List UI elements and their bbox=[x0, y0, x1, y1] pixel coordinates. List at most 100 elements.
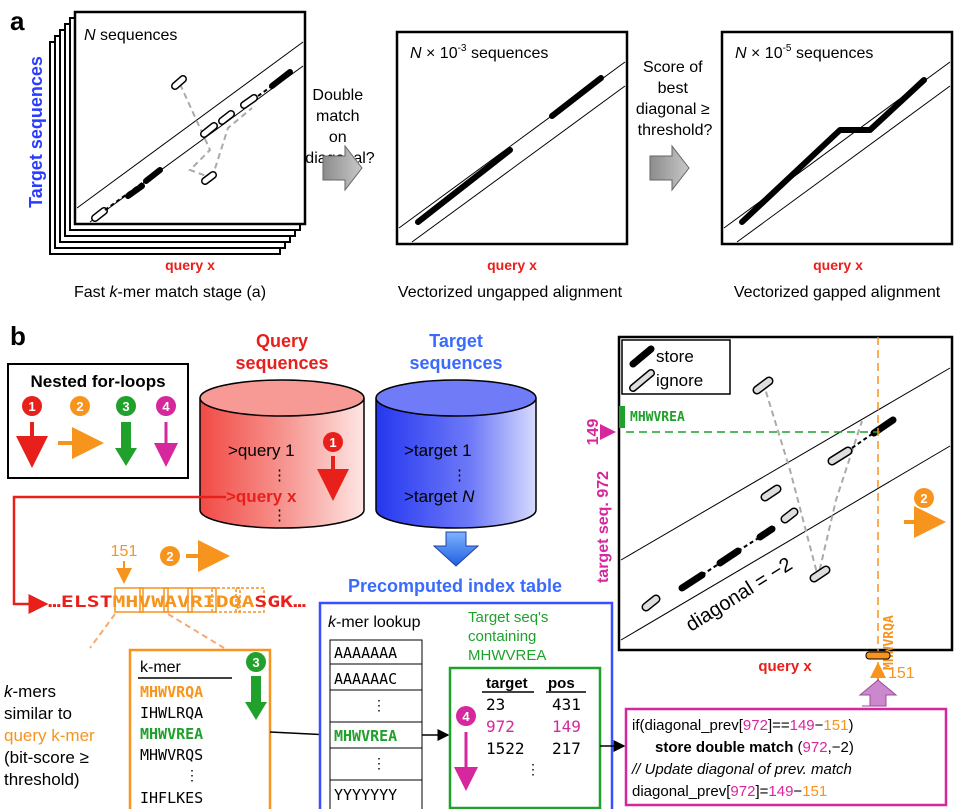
target-database: Target sequences >target 1 ⋮ >target N bbox=[375, 331, 537, 529]
stage2-axis-label: query x bbox=[487, 257, 537, 273]
nested-loops-box: Nested for-loops 1 2 3 4 bbox=[7, 363, 189, 479]
code-segment: diagonal_prev[ bbox=[632, 783, 731, 800]
kmer-lookup-label: k-mer lookup bbox=[328, 614, 421, 631]
legend-store-icon bbox=[629, 345, 655, 368]
x-axis-label: query x bbox=[758, 658, 812, 675]
kmer-item-2: IHWLRQA bbox=[140, 704, 203, 722]
table-row-1-pos: 431 bbox=[552, 695, 581, 714]
code-segment: 972 bbox=[743, 717, 768, 734]
y-axis-label: target seq. 972 bbox=[595, 471, 612, 583]
lookup-row-1: AAAAAAA bbox=[334, 644, 397, 662]
stage1-axis-label: query x bbox=[165, 257, 215, 273]
stage1-count: N sequences bbox=[84, 27, 177, 44]
code-segment: 149 bbox=[790, 717, 815, 734]
similar-kmers-note: k-mers similar to query k-mer (bit-score… bbox=[4, 682, 99, 789]
code-segment: 149 bbox=[768, 783, 793, 800]
arrow2-question: Score of best diagonal ≥ threshold? bbox=[636, 59, 714, 139]
table-row-2-pos: 149 bbox=[552, 717, 581, 736]
kmer-item-6: IHFLKES bbox=[140, 789, 203, 807]
kmer-item-4: MHWVRQS bbox=[140, 746, 203, 764]
stage3-count: N × 10-5 sequences bbox=[735, 43, 873, 62]
lookup-row-2: AAAAAAC bbox=[334, 670, 397, 688]
code-segment: // Update diagonal of prev. match bbox=[631, 761, 852, 778]
code-box: if(diagonal_prev[972]==149−151) store do… bbox=[624, 707, 948, 807]
orange-kmer-label: MHWVRQA bbox=[882, 615, 897, 670]
query-db-title: Query sequences bbox=[235, 331, 328, 373]
table-row-2-target: 972 bbox=[486, 717, 515, 736]
query-database: Query sequences >query 1 ⋮ >query x ⋮ 1 bbox=[199, 331, 365, 529]
index-down-arrow-icon bbox=[432, 531, 480, 567]
query-dots-2: ⋮ bbox=[272, 507, 287, 524]
containing-label: Target seq's containing MHWVREA bbox=[468, 609, 553, 664]
code-segment: ) bbox=[848, 717, 853, 734]
loop-badge-3: 3 bbox=[122, 399, 129, 414]
index-table: Precomputed index table k-mer lookup AAA… bbox=[318, 576, 614, 809]
table-row-3-target: 1522 bbox=[486, 739, 525, 758]
code-line-4: diagonal_prev[972]=149−151 bbox=[632, 783, 827, 800]
panel-b-label: b bbox=[10, 321, 26, 351]
loop-badge-4: 4 bbox=[162, 399, 170, 414]
code-segment: ]== bbox=[768, 717, 790, 734]
code-line-3: // Update diagonal of prev. match bbox=[631, 761, 852, 778]
query-seq-text: …ELST MHVWAVRIDQA SGK… bbox=[48, 592, 306, 611]
lookup-row-match: MHWVREA bbox=[334, 727, 397, 745]
kmer-loop-arrow-icon bbox=[245, 676, 267, 720]
x-position-label: 151 bbox=[888, 665, 915, 682]
kmer-window-boxes bbox=[114, 587, 265, 613]
code-segment: ]= bbox=[755, 783, 768, 800]
stage1-dotplot: N sequences bbox=[73, 10, 307, 226]
table-row-3-pos: 217 bbox=[552, 739, 581, 758]
table-dots: ⋮ bbox=[526, 761, 540, 777]
query-dots-1: ⋮ bbox=[272, 467, 287, 484]
query-to-seq-connector bbox=[12, 495, 226, 614]
y-position-label: 149 bbox=[585, 419, 602, 446]
code-up-arrow-icon bbox=[858, 679, 898, 707]
loop3-arrow-icon bbox=[115, 422, 137, 466]
legend-ignore-label: ignore bbox=[656, 371, 703, 390]
nested-loops-title: Nested for-loops bbox=[30, 372, 165, 391]
code-segment: − bbox=[793, 783, 802, 800]
dotplot-badge-2: 2 bbox=[920, 491, 927, 506]
panel-a-label: a bbox=[10, 6, 25, 36]
stage3-caption: Vectorized gapped alignment bbox=[734, 284, 941, 301]
loop-badge-1: 1 bbox=[28, 399, 35, 414]
target-db-title: Target sequences bbox=[409, 331, 502, 373]
code-line-2: store double match (972,−2) bbox=[655, 739, 854, 756]
stage2-caption: Vectorized ungapped alignment bbox=[398, 284, 623, 301]
table-row-1-target: 23 bbox=[486, 695, 505, 714]
code-segment: if(diagonal_prev[ bbox=[632, 717, 744, 734]
kmer-item-3: MHWVREA bbox=[140, 725, 203, 743]
lookup-row-dots-2: ⋮ bbox=[372, 755, 386, 771]
target-sequences-label: Target sequences bbox=[26, 56, 46, 208]
dotplot-b: store ignore MHWVREA MHWVRQA bbox=[617, 335, 954, 674]
code-segment: ( bbox=[793, 739, 802, 756]
code-segment: ,−2) bbox=[828, 739, 854, 756]
table-badge-4: 4 bbox=[462, 709, 470, 724]
stage2-count: N × 10-3 sequences bbox=[410, 43, 548, 62]
query-row-1: >query 1 bbox=[228, 441, 295, 460]
stage3-axis-label: query x bbox=[813, 257, 863, 273]
stage3-dotplot: N × 10-5 sequences bbox=[720, 30, 954, 246]
stage1-caption: Fast k-mer match stage (a) bbox=[74, 284, 266, 301]
code-segment: store double match bbox=[655, 739, 793, 756]
loop-badge-2: 2 bbox=[76, 399, 83, 414]
legend-store-label: store bbox=[656, 347, 694, 366]
green-kmer-label: MHWVREA bbox=[630, 410, 685, 425]
arrow1-question: Double match on diagonal? bbox=[305, 87, 375, 167]
target-dots: ⋮ bbox=[452, 467, 467, 484]
lookup-row-last: YYYYYYY bbox=[334, 786, 397, 804]
target-row-1: >target 1 bbox=[404, 441, 472, 460]
kmer-item-dots: ⋮ bbox=[185, 767, 199, 783]
table-header-pos: pos bbox=[548, 675, 575, 692]
kmer-list-box: k-mer MHWVRQA IHWLRQA MHWVREA MHWVRQS ⋮ … bbox=[128, 648, 272, 809]
query-sequence: 151 2 …ELST MHVWAVRIDQA SGK… bbox=[48, 540, 306, 613]
stage2-dotplot: N × 10-3 sequences bbox=[395, 30, 629, 246]
kmer-position-label: 151 bbox=[111, 543, 138, 560]
code-segment: 972 bbox=[803, 739, 828, 756]
kmer-list-header: k-mer bbox=[140, 659, 182, 676]
code-segment: − bbox=[815, 717, 824, 734]
code-line-1: if(diagonal_prev[972]==149−151) bbox=[632, 717, 853, 734]
arrow2-icon bbox=[649, 144, 690, 192]
arrow1-icon bbox=[322, 144, 363, 192]
kmer-badge-3: 3 bbox=[252, 655, 259, 670]
